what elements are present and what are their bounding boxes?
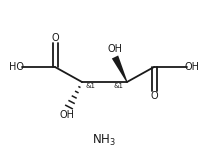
Text: &1: &1 <box>86 83 96 89</box>
Text: OH: OH <box>60 110 74 120</box>
Text: O: O <box>150 91 158 101</box>
Text: HO: HO <box>9 62 24 72</box>
Text: &1: &1 <box>113 83 123 89</box>
Text: O: O <box>51 33 59 43</box>
Polygon shape <box>112 56 127 82</box>
Text: OH: OH <box>185 62 200 72</box>
Text: NH$_3$: NH$_3$ <box>92 132 116 148</box>
Text: OH: OH <box>107 44 122 54</box>
